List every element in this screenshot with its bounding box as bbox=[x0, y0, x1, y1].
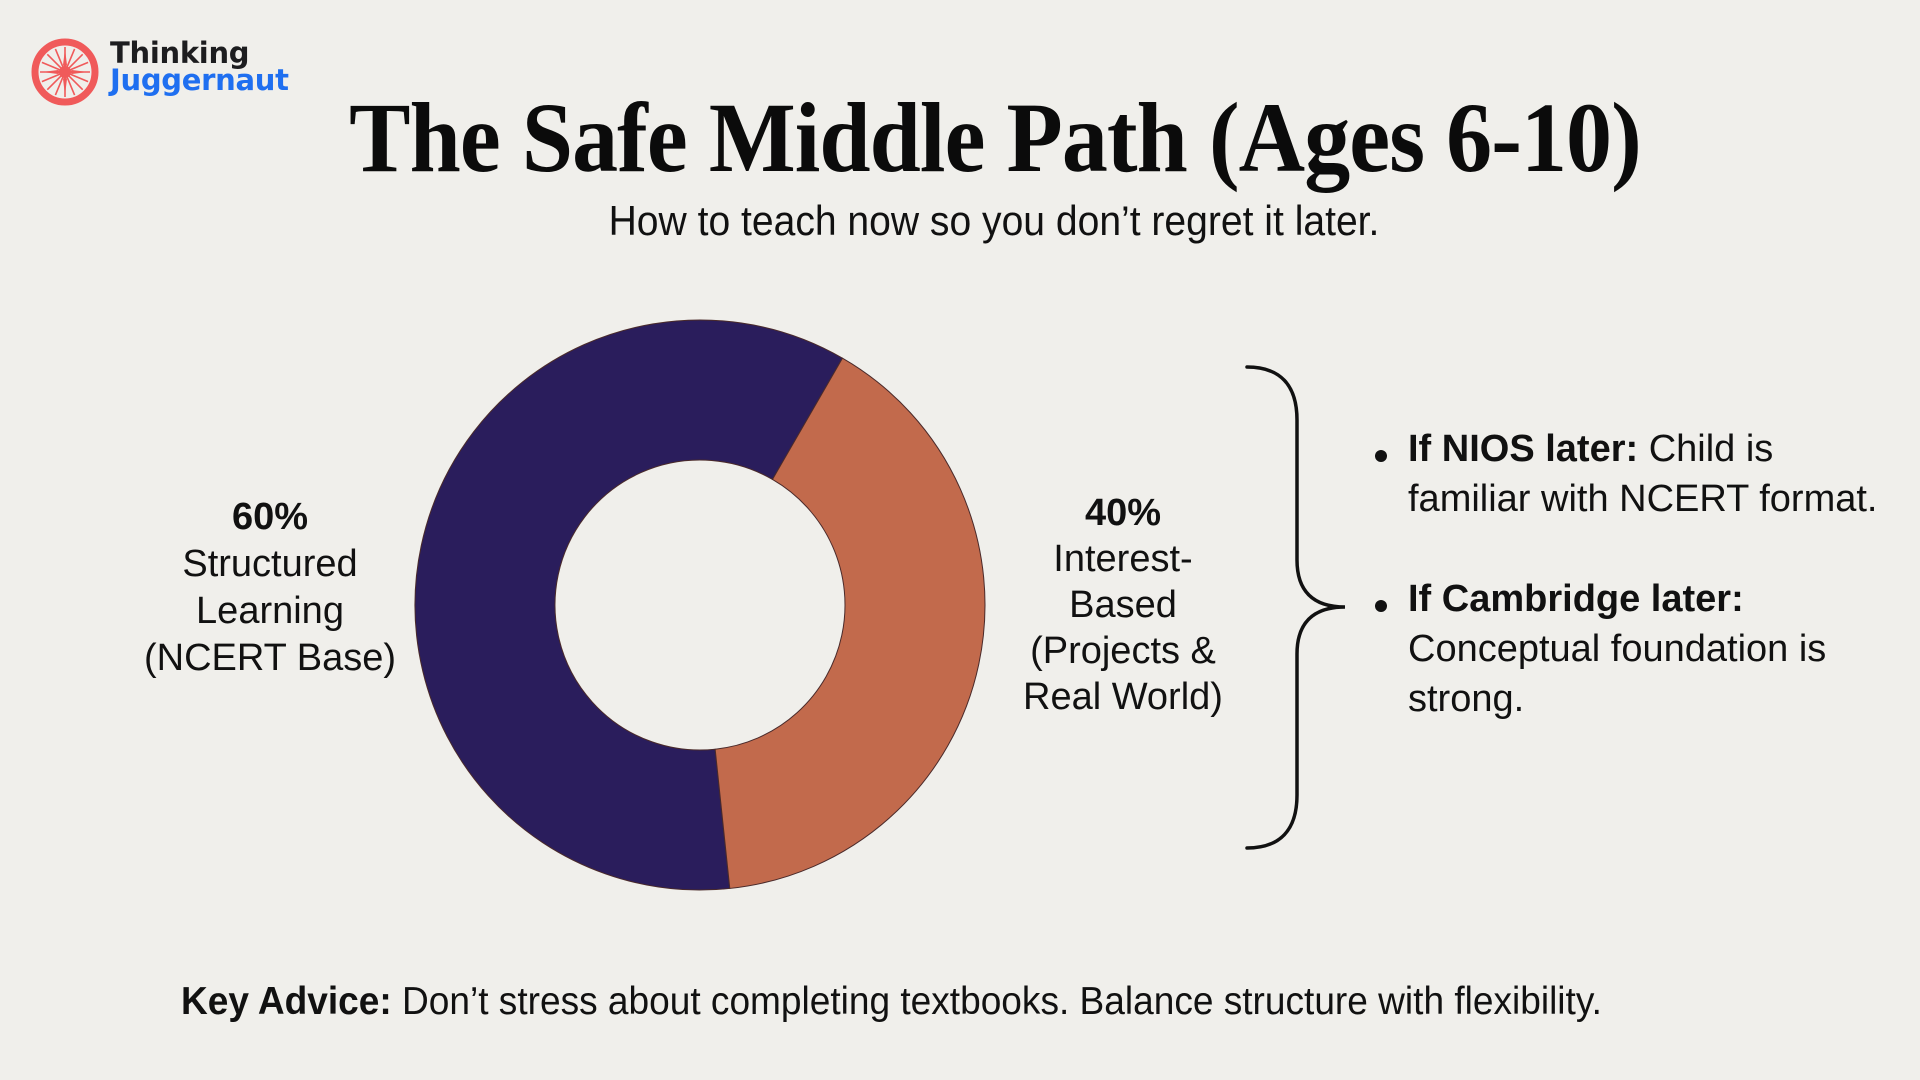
donut-segment-structured bbox=[414, 319, 844, 891]
brand-line1: Thinking bbox=[110, 36, 250, 70]
segment-percent: 40% bbox=[1084, 492, 1162, 534]
key-advice-text: Don’t stress about completing textbooks.… bbox=[391, 980, 1602, 1023]
segment-label-structured: 60% Structured Learning (NCERT Base) bbox=[120, 494, 420, 682]
segment-percent: 60% bbox=[231, 496, 309, 538]
page-title: The Safe Middle Path (Ages 6-10) bbox=[349, 82, 1642, 193]
segment-label-line: Based bbox=[1069, 584, 1177, 626]
segment-label-line: Real World) bbox=[1023, 676, 1223, 718]
segment-label-line: (Projects & bbox=[1030, 630, 1216, 672]
note-text: Conceptual foundation is strong. bbox=[1408, 628, 1827, 720]
segment-label-line: Structured bbox=[182, 543, 358, 585]
donut-segment-interest bbox=[714, 357, 986, 889]
bullet-icon bbox=[1375, 450, 1387, 462]
segment-label-line: Learning bbox=[196, 590, 344, 632]
segment-label-line: Interest- bbox=[1053, 538, 1193, 580]
segment-label-line: (NCERT Base) bbox=[144, 637, 396, 679]
brand-line2: Juggernaut bbox=[110, 63, 289, 97]
outcome-notes-list: If NIOS later: Child is familiar with NC… bbox=[1370, 424, 1890, 724]
note-item-nios: If NIOS later: Child is familiar with NC… bbox=[1370, 424, 1890, 524]
curly-brace-icon bbox=[1245, 365, 1346, 850]
note-heading: If Cambridge later: bbox=[1408, 578, 1744, 620]
note-heading: If NIOS later: bbox=[1408, 428, 1639, 470]
key-advice: Key Advice: Don’t stress about completin… bbox=[181, 978, 1602, 1026]
wheel-logo-icon bbox=[31, 38, 99, 106]
page-subtitle: How to teach now so you don’t regret it … bbox=[608, 197, 1380, 244]
key-advice-label: Key Advice: bbox=[181, 980, 392, 1023]
brand-wordmark: Thinking Juggernaut bbox=[110, 36, 289, 97]
note-text: Child is familiar with NCERT format. bbox=[1408, 428, 1878, 520]
bullet-icon bbox=[1375, 600, 1387, 612]
segment-label-interest: 40% Interest- Based (Projects & Real Wor… bbox=[1000, 490, 1246, 720]
note-item-cambridge: If Cambridge later: Conceptual foundatio… bbox=[1370, 574, 1890, 724]
